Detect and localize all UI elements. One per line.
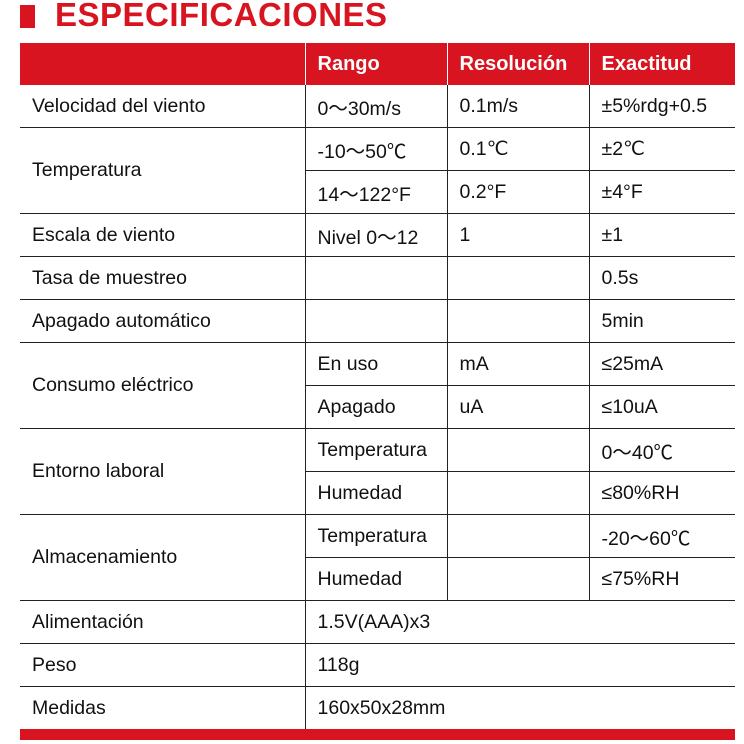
row-label: Velocidad del viento [20, 85, 305, 128]
exactitud-cell: ≤25mA [588, 342, 735, 386]
table-row: Humedad ≤80%RH [20, 471, 735, 515]
rango-cell [304, 299, 447, 343]
value-cell: 118g [304, 643, 735, 687]
header-rango: Rango [304, 43, 447, 85]
rango-cell: 14～122°F [304, 170, 447, 214]
row-label: Tasa de muestreo [20, 256, 305, 300]
specifications-table: Rango Resolución Exactitud Velocidad del… [20, 43, 735, 729]
bottom-bar [20, 729, 735, 740]
rango-cell: -10～50℃ [304, 127, 447, 171]
table-header-row: Rango Resolución Exactitud [20, 43, 735, 85]
table-row: Almacenamiento Temperatura -20～60℃ [20, 514, 735, 601]
exactitud-cell: ±2℃ [588, 127, 735, 171]
exactitud-cell: ±5%rdg+0.5 [588, 85, 735, 128]
table-row: Peso 118g [20, 643, 735, 687]
rango-cell: Nivel 0～12 [304, 213, 447, 257]
resolucion-cell [446, 428, 589, 472]
table-row: Escala de viento Nivel 0～12 1 ±1 [20, 213, 735, 257]
table-row: Apagado uA ≤10uA [20, 385, 735, 429]
rango-cell: Humedad [304, 557, 447, 601]
row-label: Escala de viento [20, 213, 305, 257]
resolucion-cell [446, 256, 589, 300]
row-label: Temperatura [20, 127, 305, 214]
rango-cell: Apagado [304, 385, 447, 429]
table-row: Apagado automático 5min [20, 299, 735, 343]
exactitud-cell: ±1 [588, 213, 735, 257]
exactitud-cell: ≤80%RH [588, 471, 735, 515]
resolucion-cell: 0.1℃ [446, 127, 589, 171]
resolucion-cell [446, 557, 589, 601]
exactitud-cell: ≤75%RH [588, 557, 735, 601]
table-row: Entorno laboral Temperatura 0～40℃ [20, 428, 735, 515]
exactitud-cell: 0.5s [588, 256, 735, 300]
row-label: Peso [20, 643, 305, 687]
rango-cell: Humedad [304, 471, 447, 515]
exactitud-cell: 0～40℃ [588, 428, 735, 472]
table-row: 14～122°F 0.2°F ±4°F [20, 170, 735, 214]
resolucion-cell: mA [446, 342, 589, 386]
table-row: Tasa de muestreo 0.5s [20, 256, 735, 300]
row-label: Alimentación [20, 600, 305, 644]
row-label: Apagado automático [20, 299, 305, 343]
row-label: Almacenamiento [20, 514, 305, 601]
row-label: Consumo eléctrico [20, 342, 305, 429]
rango-cell: 0～30m/s [304, 85, 447, 128]
table-row: Velocidad del viento 0～30m/s 0.1m/s ±5%rdg+… [20, 85, 735, 128]
resolucion-cell [446, 514, 589, 558]
resolucion-cell: uA [446, 385, 589, 429]
resolucion-cell [446, 471, 589, 515]
title-marker [20, 5, 35, 28]
rango-cell: Temperatura [304, 514, 447, 558]
page-title: ESPECIFICACIONES [55, 0, 388, 33]
header-resolucion: Resolución [446, 43, 589, 85]
rango-cell: En uso [304, 342, 447, 386]
value-cell: 160x50x28mm [304, 686, 735, 729]
resolucion-cell: 0.1m/s [446, 85, 589, 128]
exactitud-cell: ≤10uA [588, 385, 735, 429]
rango-cell: Temperatura [304, 428, 447, 472]
row-label: Entorno laboral [20, 428, 305, 515]
rango-cell [304, 256, 447, 300]
exactitud-cell: 5min [588, 299, 735, 343]
header-label [20, 43, 305, 85]
table-row: Temperatura -10～50℃ 0.1℃ ±2℃ [20, 127, 735, 214]
table-row: Alimentación 1.5V(AAA)x3 [20, 600, 735, 644]
resolucion-cell: 0.2°F [446, 170, 589, 214]
exactitud-cell: -20～60℃ [588, 514, 735, 558]
value-cell: 1.5V(AAA)x3 [304, 600, 735, 644]
header-exactitud: Exactitud [588, 43, 735, 85]
resolucion-cell: 1 [446, 213, 589, 257]
row-label: Medidas [32, 696, 106, 719]
exactitud-cell: ±4°F [588, 170, 735, 214]
resolucion-cell [446, 299, 589, 343]
table-row: Medidas 160x50x28mm [20, 686, 735, 729]
table-row: Consumo eléctrico En uso mA ≤25mA [20, 342, 735, 429]
table-row: Humedad ≤75%RH [20, 557, 735, 601]
